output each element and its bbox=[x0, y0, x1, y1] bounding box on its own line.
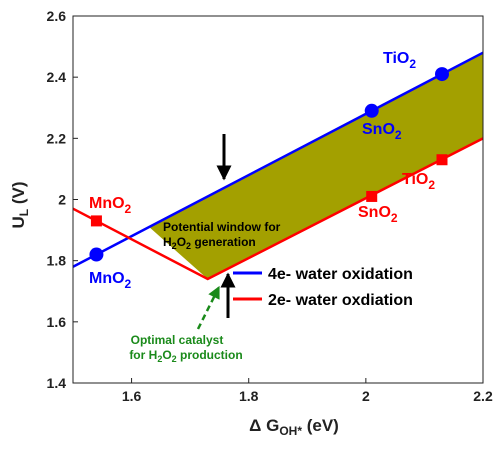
label-mno2-red: MnO2 bbox=[89, 195, 132, 216]
y-tick-label: 1.4 bbox=[47, 375, 67, 391]
x-tick-label: 2 bbox=[362, 388, 370, 404]
label-sno2-blue: SnO2 bbox=[362, 121, 402, 142]
label-sno2-red: SnO2 bbox=[358, 204, 398, 225]
label-tio2-red: TiO2 bbox=[402, 171, 435, 192]
annotation-optimal-line1: Optimal catalyst bbox=[131, 333, 224, 347]
potential-window-region bbox=[149, 52, 483, 280]
x-tick-label: 1.6 bbox=[122, 388, 142, 404]
arrow-optimal-catalyst bbox=[196, 285, 221, 330]
annotation-optimal-line2: for H2O2 production bbox=[129, 348, 242, 364]
x-tick-label: 1.8 bbox=[239, 388, 259, 404]
data-point-s1-1 bbox=[366, 190, 378, 202]
data-point-s1-0 bbox=[90, 215, 102, 227]
y-tick-label: 2 bbox=[58, 192, 66, 208]
y-tick-label: 2.2 bbox=[47, 130, 67, 146]
data-point-s0-1 bbox=[364, 103, 379, 118]
y-tick-label: 1.6 bbox=[47, 314, 67, 330]
label-mno2-blue: MnO2 bbox=[89, 270, 132, 291]
legend: 4e- water oxidation 2e- water oxdiation bbox=[233, 266, 413, 309]
label-tio2-blue: TiO2 bbox=[383, 50, 416, 71]
y-tick-label: 2.4 bbox=[47, 69, 67, 85]
series-line-1 bbox=[72, 137, 484, 281]
x-axis-title: Δ GOH* (eV) bbox=[249, 416, 339, 438]
annotation-window-line2: H2O2 generation bbox=[163, 235, 256, 251]
legend-label-4e: 4e- water oxidation bbox=[268, 266, 413, 283]
x-tick-label: 2.2 bbox=[473, 388, 493, 404]
data-point-s0-0 bbox=[89, 247, 104, 262]
data-point-s1-2 bbox=[436, 154, 448, 166]
y-tick-label: 2.6 bbox=[47, 8, 67, 24]
legend-label-2e: 2e- water oxdiation bbox=[268, 292, 413, 309]
y-tick-label: 1.8 bbox=[47, 253, 67, 269]
annotation-window-line1: Potential window for bbox=[163, 220, 281, 234]
data-point-s0-2 bbox=[435, 67, 449, 82]
series-line-0 bbox=[72, 51, 484, 268]
y-axis-title: UL (V) bbox=[9, 181, 31, 228]
